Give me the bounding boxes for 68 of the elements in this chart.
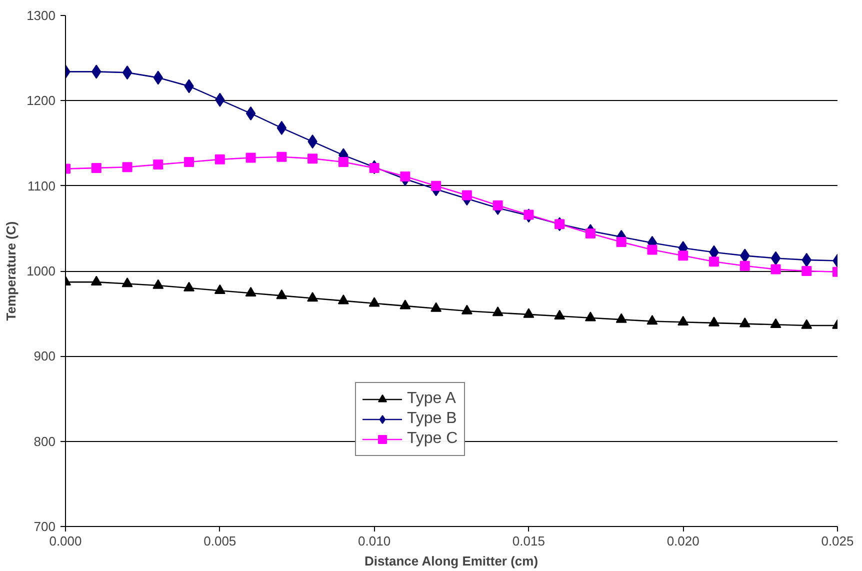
point [739, 318, 750, 328]
point [770, 251, 781, 266]
point [462, 190, 472, 200]
point [678, 250, 688, 261]
point [214, 284, 226, 294]
legend-label: Type B [407, 410, 457, 428]
point [430, 302, 442, 312]
point [492, 306, 504, 316]
point [307, 292, 318, 302]
point [338, 294, 349, 304]
point [308, 154, 318, 164]
point [122, 66, 132, 80]
point [802, 266, 812, 276]
y-axis-title: Temperature (C) [4, 221, 19, 321]
point [368, 297, 380, 307]
x-tick-label: 0.000 [49, 534, 82, 548]
x-tick-label: 0.015 [512, 534, 545, 548]
point [647, 244, 658, 255]
y-tick-label: 1300 [26, 8, 56, 23]
point [152, 279, 164, 289]
point [492, 200, 503, 210]
legend-label: Type C [407, 430, 458, 448]
point [90, 276, 102, 286]
y-tick-label: 1100 [28, 178, 56, 194]
point [245, 286, 256, 297]
point [338, 156, 348, 167]
point [153, 160, 164, 170]
point [770, 318, 782, 328]
point [708, 316, 720, 326]
point [585, 228, 596, 239]
point [91, 162, 102, 173]
point [276, 289, 288, 300]
point [646, 314, 658, 325]
point [524, 210, 534, 220]
y-tick-label: 800 [34, 434, 56, 449]
y-tick-label: 900 [34, 348, 56, 364]
y-tick-label: 1000 [26, 264, 56, 278]
point [461, 304, 472, 314]
point [616, 313, 627, 323]
point [523, 308, 534, 318]
point [801, 319, 812, 329]
y-tick-label: 700 [34, 519, 56, 534]
point [122, 278, 133, 288]
point [400, 171, 410, 182]
x-tick-label: 0.020 [666, 534, 700, 548]
point [184, 156, 194, 167]
point [740, 260, 750, 271]
point [400, 300, 411, 310]
point [708, 256, 719, 267]
x-tick-label: 0.005 [204, 534, 236, 548]
y-tick-label: 1200 [26, 93, 56, 108]
point [431, 180, 442, 191]
point [584, 312, 596, 322]
point [246, 106, 256, 120]
x-tick-label: 0.010 [358, 534, 391, 548]
point [770, 264, 781, 274]
x-tick-label: 0.025 [821, 534, 854, 548]
point [214, 154, 225, 164]
point [246, 152, 256, 163]
point [122, 162, 132, 172]
point [678, 316, 689, 326]
point [276, 152, 287, 162]
legend-label: Type A [407, 390, 456, 408]
x-axis-title: Distance Along Emitter (cm) [364, 554, 538, 568]
point [369, 162, 380, 173]
point [616, 237, 626, 248]
point [184, 282, 195, 292]
point [554, 310, 566, 320]
